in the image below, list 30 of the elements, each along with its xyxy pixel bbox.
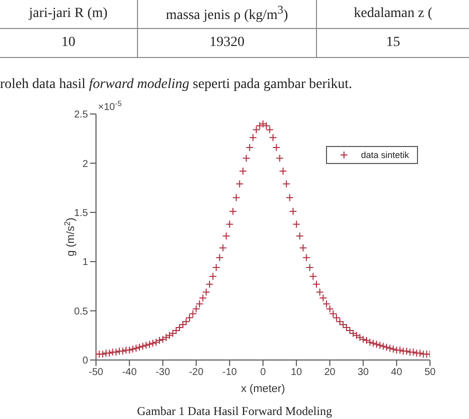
y-tick-label: 2	[82, 158, 88, 170]
text: ×10$^{-5}$	[98, 98, 122, 113]
y-tick-label: 2.5	[74, 110, 88, 121]
y-tick-label: 1	[82, 257, 88, 268]
x-tick-label: 0	[260, 367, 266, 378]
text: 19320	[209, 35, 244, 50]
y-tick-label: 0	[82, 356, 88, 367]
x-tick-label: -40	[122, 367, 138, 378]
text: massa jenis ρ (kg/m$^{3}$)	[166, 4, 288, 24]
x-tick-label: -10	[222, 367, 238, 378]
x-tick-label: 20	[324, 367, 336, 378]
x-tick-label: 10	[290, 367, 302, 378]
text: roleh data hasil	[0, 77, 87, 92]
legend-label: data sintetik	[361, 150, 410, 160]
text: 10	[61, 35, 76, 50]
text: 15	[386, 35, 400, 50]
x-tick-label: -30	[156, 367, 170, 378]
x-tick-label: -20	[188, 367, 204, 378]
y-tick-label: 0.5	[74, 306, 88, 318]
x-tick-label: 40	[391, 367, 403, 378]
text: seperti pada gambar berikut.	[192, 77, 352, 92]
text: Gambar 1 Data Hasil Forward Modeling	[137, 404, 332, 418]
text: forward modeling	[89, 77, 190, 92]
y-tick-label: 1.5	[74, 208, 88, 219]
x-axis-title: x (meter)	[241, 383, 285, 395]
text: jari-jari R (m)	[29, 6, 108, 21]
x-tick-label: 50	[424, 367, 436, 378]
text: kedalaman z (	[354, 6, 432, 21]
x-tick-label: 30	[358, 367, 370, 378]
x-tick-label: -50	[88, 367, 104, 378]
